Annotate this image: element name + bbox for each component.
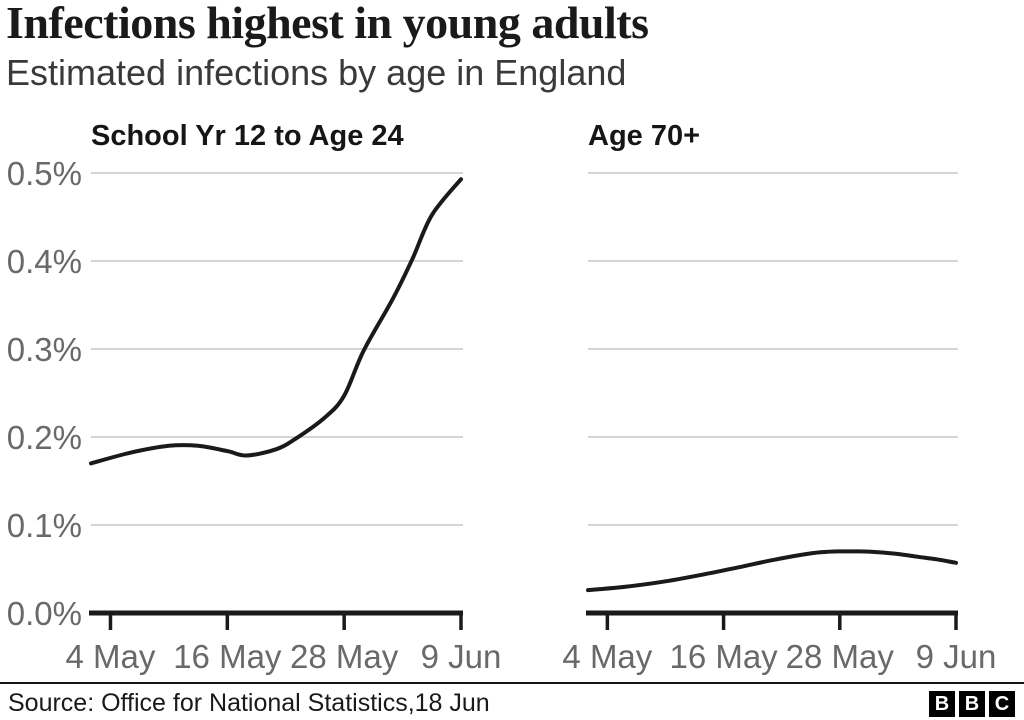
x-tick-label: 16 May xyxy=(669,638,778,675)
source-text: Source: Office for National Statistics,1… xyxy=(8,689,490,717)
series-line xyxy=(89,177,463,466)
y-tick-label: 0.5% xyxy=(7,155,82,192)
panel-title-age-70plus: Age 70+ xyxy=(588,120,701,152)
x-tick-label: 16 May xyxy=(173,638,282,675)
y-tick-label: 0.3% xyxy=(7,331,82,368)
y-tick-label: 0.2% xyxy=(7,419,82,456)
x-tick-label: 4 May xyxy=(66,638,156,675)
bbc-logo-block: B xyxy=(959,691,985,717)
charts-plot-area: 0.5%0.4%0.3%0.2%0.1%0.0%4 May 16 May 28 Ma… xyxy=(7,155,997,675)
page-subtitle: Estimated infections by age in England xyxy=(6,52,627,93)
y-tick-label: 0.4% xyxy=(7,243,82,280)
bbc-logo: B B C xyxy=(929,691,1015,717)
series-line xyxy=(586,549,958,593)
y-tick-label: 0.1% xyxy=(7,507,82,544)
x-tick-label: 9 Jun xyxy=(421,638,502,675)
bbc-logo-letter: C xyxy=(994,693,1010,715)
footer-divider xyxy=(0,682,1024,684)
bbc-logo-letter: B xyxy=(934,693,950,715)
x-tick-label: 4 May xyxy=(562,638,652,675)
x-tick-label: 28 May xyxy=(290,638,399,675)
page-title: Infections highest in young adults xyxy=(6,0,649,48)
y-tick-label: 0.0% xyxy=(7,595,82,632)
bbc-logo-block: C xyxy=(989,691,1015,717)
bbc-logo-block: B xyxy=(929,691,955,717)
x-tick-label: 28 May xyxy=(786,638,895,675)
bbc-logo-letter: B xyxy=(964,693,980,715)
x-tick-label: 9 Jun xyxy=(916,638,997,675)
panel-title-young-adults: School Yr 12 to Age 24 xyxy=(91,120,404,152)
